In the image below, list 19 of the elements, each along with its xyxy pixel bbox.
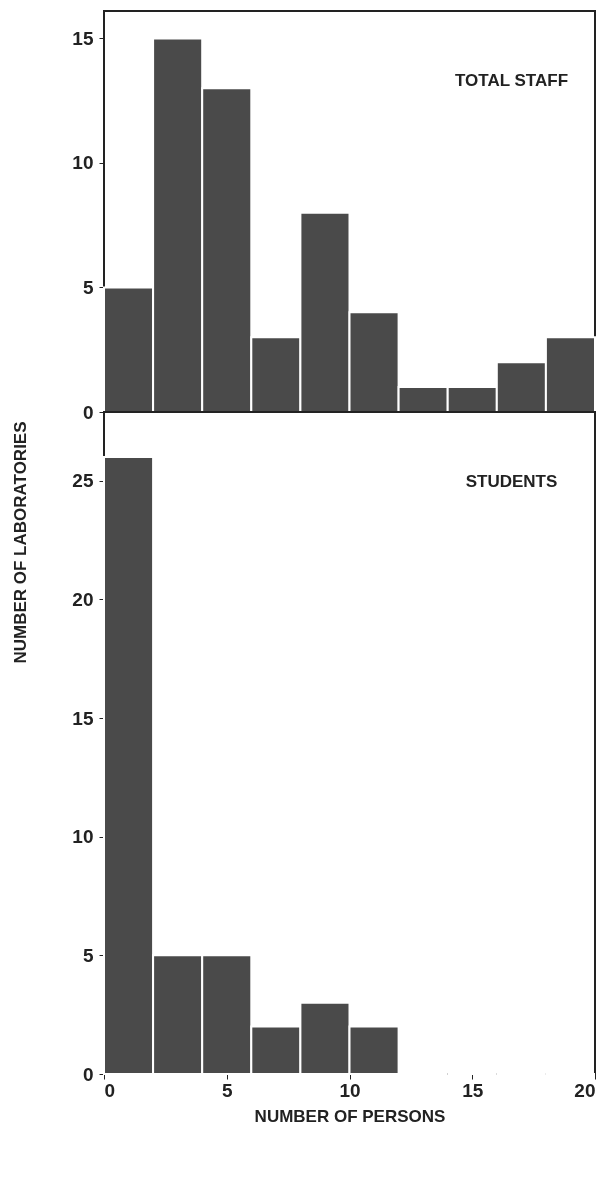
y-tick-label: 0 [82, 1063, 94, 1085]
x-axis-title: NUMBER OF PERSONS [254, 1106, 446, 1126]
y-tick-label: 25 [72, 470, 94, 492]
y-tick-label: 5 [82, 276, 94, 298]
x-tick-label: 20 [574, 1079, 596, 1101]
annotation: STUDENTS [465, 472, 558, 491]
y-tick-label: 20 [72, 588, 94, 610]
y-tick-label: 15 [72, 707, 94, 729]
y-tick-label: 15 [72, 27, 94, 49]
annotation: TOTAL STAFF [455, 71, 569, 90]
x-tick-label: 5 [221, 1079, 233, 1101]
y-tick-label: 10 [72, 152, 94, 174]
x-tick-label: 10 [339, 1079, 361, 1101]
x-tick-label: 0 [104, 1079, 116, 1101]
y-tick-label: 10 [72, 826, 94, 848]
y-tick-label: 0 [82, 401, 94, 423]
x-tick-label: 15 [462, 1079, 484, 1101]
y-tick-label: 5 [82, 944, 94, 966]
y-axis-title: NUMBER OF LABORATORIES [10, 421, 30, 664]
